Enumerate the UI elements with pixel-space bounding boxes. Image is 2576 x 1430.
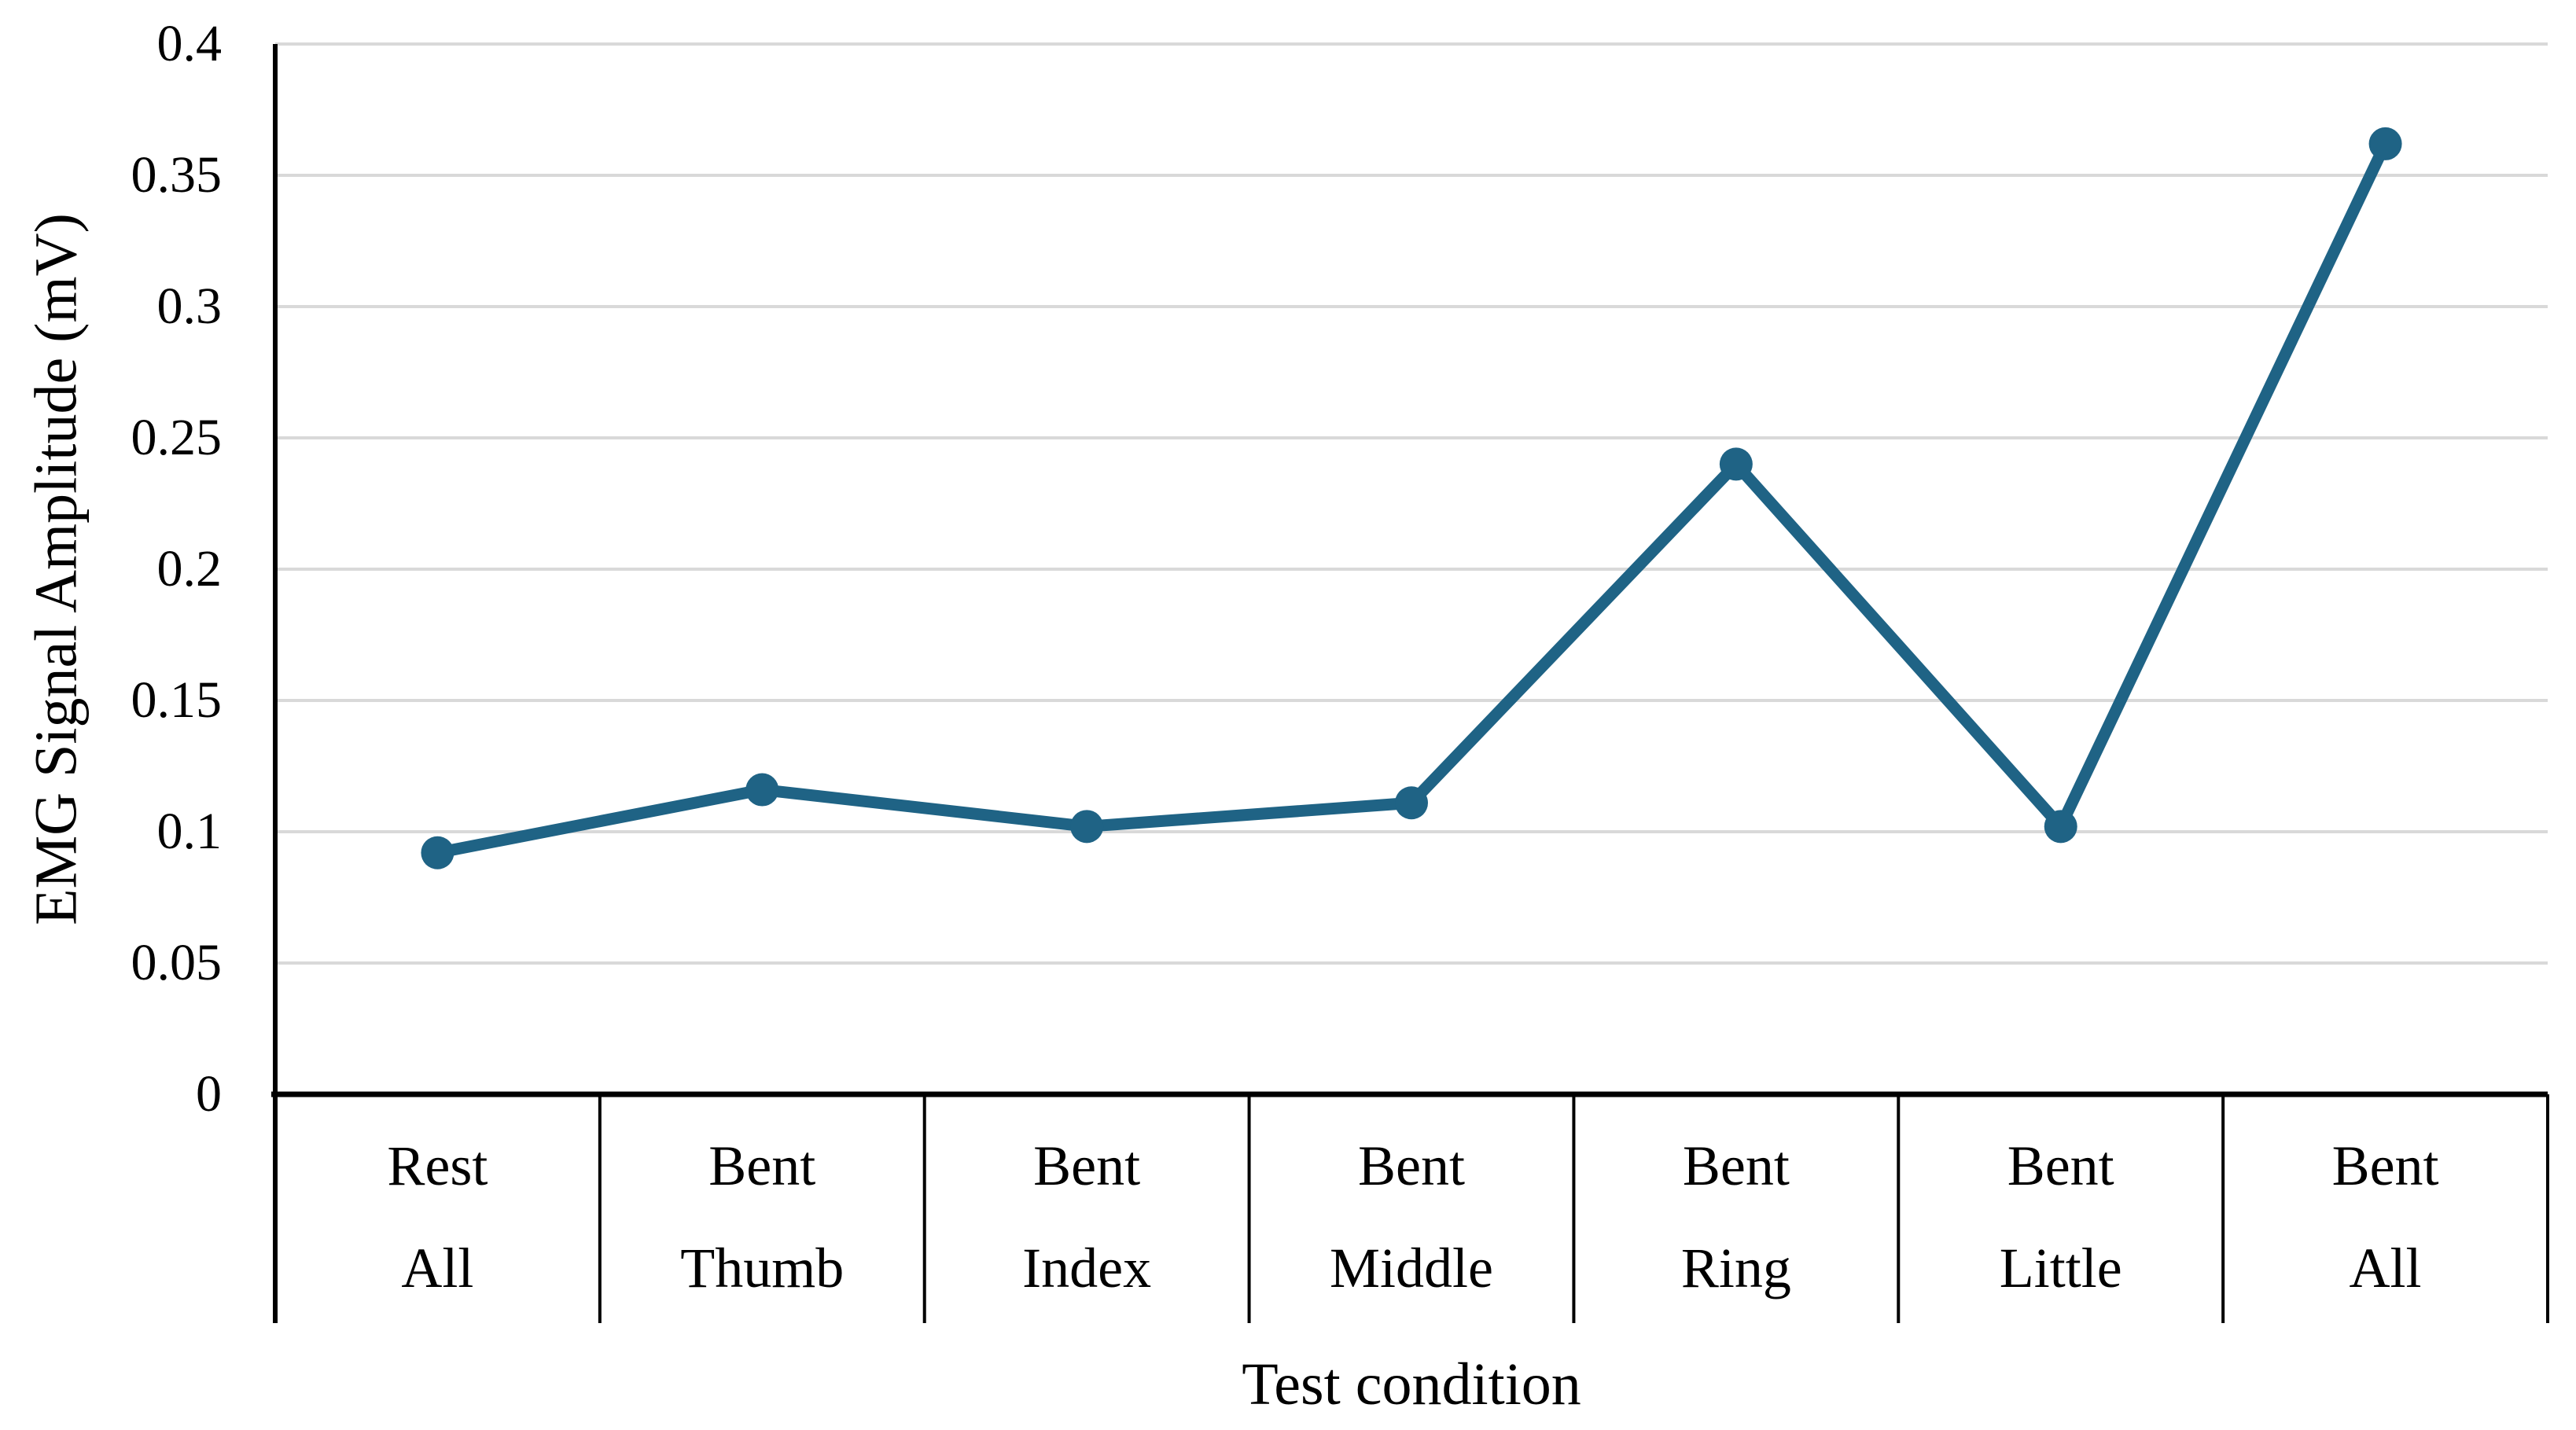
y-tick-label: 0.4 <box>156 15 223 72</box>
category-cell: Bent Ring <box>1573 1094 1898 1323</box>
series-line <box>431 138 2392 859</box>
y-tick-label: 0.05 <box>131 934 223 991</box>
y-tick-label: 0.2 <box>156 540 223 597</box>
category-cell: Bent All <box>2223 1094 2548 1323</box>
y-tick-label: 0 <box>196 1065 222 1123</box>
category-label-line: Bent <box>1357 1134 1465 1197</box>
y-tick-label: 0.35 <box>131 146 223 204</box>
category-label-line: Bent <box>708 1134 816 1197</box>
category-cell: Bent Middle <box>1249 1094 1574 1323</box>
category-cell: Bent Thumb <box>600 1094 925 1323</box>
data-point-marker <box>745 773 779 807</box>
category-label-line: Bent <box>1682 1134 1790 1197</box>
y-tick-label: 0.3 <box>156 278 223 335</box>
y-tick-label: 0.1 <box>156 803 223 860</box>
category-label-line: Bent <box>2331 1134 2439 1197</box>
category-label-line: Bent <box>2007 1134 2114 1197</box>
category-label-line: Ring <box>1680 1237 1791 1299</box>
data-point-marker <box>421 836 454 869</box>
category-cell: Bent Little <box>1898 1094 2223 1323</box>
category-label-line: All <box>401 1237 474 1299</box>
y-tick-label: 0.25 <box>131 409 223 466</box>
category-cell: Rest All <box>275 1094 600 1323</box>
data-point-marker <box>2044 810 2077 844</box>
data-point-marker <box>1719 447 1753 481</box>
category-label-line: Middle <box>1329 1237 1493 1299</box>
data-point-marker <box>1070 810 1104 844</box>
category-label-line: Little <box>1999 1237 2122 1299</box>
category-label-line: Index <box>1022 1237 1152 1299</box>
data-point-marker <box>1395 786 1428 820</box>
category-label-line: Rest <box>387 1134 488 1197</box>
y-tick-label: 0.15 <box>131 671 223 729</box>
category-cell: Bent Index <box>925 1094 1249 1323</box>
category-label-line: Bent <box>1033 1134 1141 1197</box>
x-axis-title: Test condition <box>1242 1351 1581 1417</box>
data-point-marker <box>2368 127 2402 160</box>
category-label-line: Thumb <box>680 1237 845 1299</box>
category-label-line: All <box>2349 1237 2422 1299</box>
